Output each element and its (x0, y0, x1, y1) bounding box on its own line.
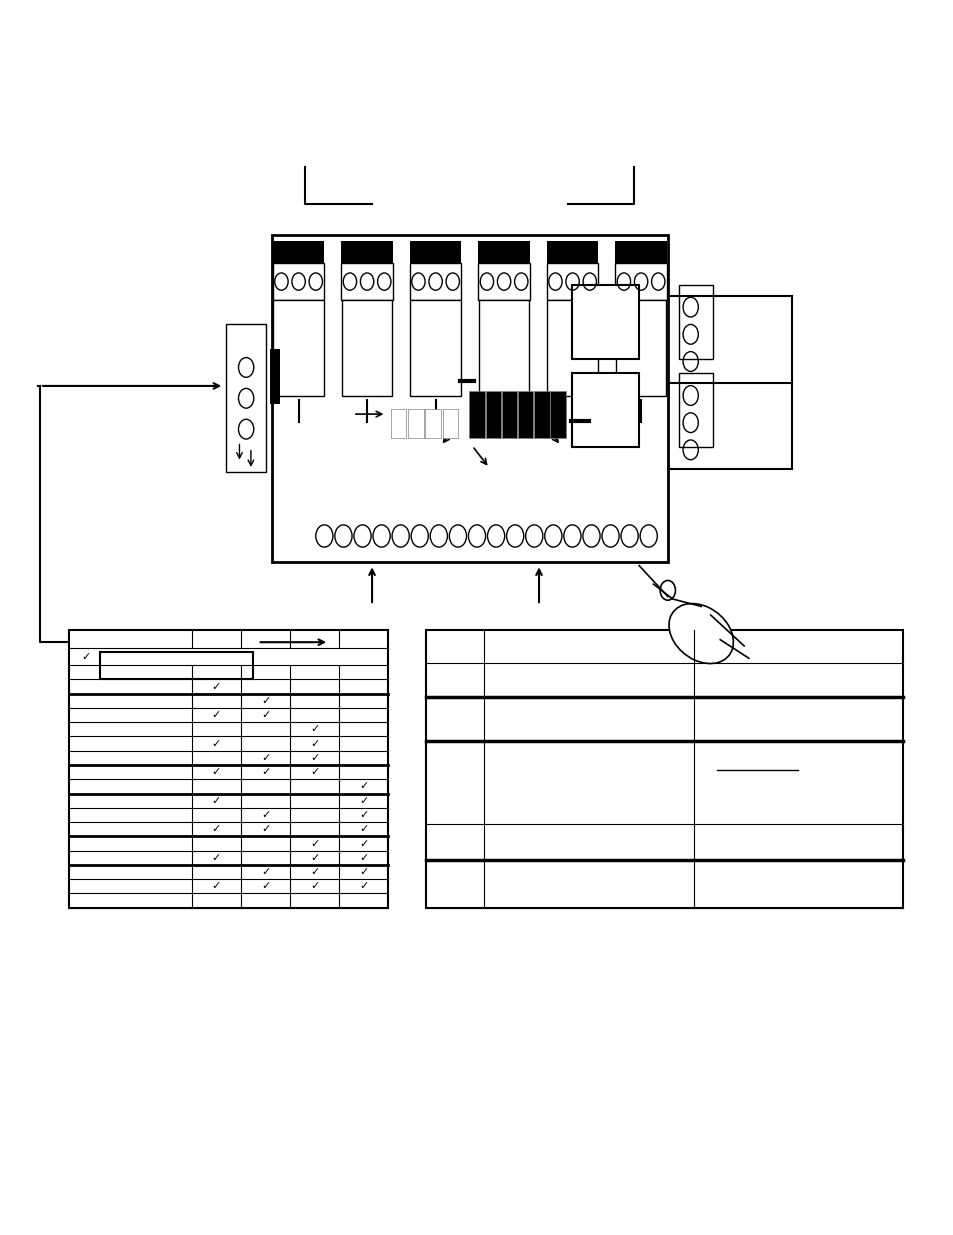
Text: ✓: ✓ (212, 824, 221, 834)
Text: ✓: ✓ (358, 867, 368, 877)
Bar (485, 390, 500, 437)
Bar (425, 410, 440, 437)
Bar (408, 410, 423, 437)
Text: ✓: ✓ (358, 810, 368, 820)
Bar (547, 300, 598, 396)
Text: ✓: ✓ (212, 853, 221, 863)
Text: ✓: ✓ (212, 682, 221, 692)
Bar (679, 373, 712, 447)
Bar (410, 241, 461, 263)
Bar (469, 390, 484, 437)
Bar (391, 410, 406, 437)
Bar (341, 241, 393, 263)
Text: ✓: ✓ (260, 695, 270, 705)
Bar (410, 263, 461, 300)
Text: ✓: ✓ (260, 753, 270, 763)
Bar (615, 241, 666, 263)
Bar (341, 263, 393, 300)
Text: ✓: ✓ (260, 867, 270, 877)
Text: ✓: ✓ (310, 739, 319, 748)
Text: ✓: ✓ (81, 652, 91, 662)
Bar (501, 390, 517, 437)
Text: ✓: ✓ (212, 767, 221, 777)
Bar (679, 285, 712, 359)
Text: ✓: ✓ (358, 839, 368, 848)
Ellipse shape (668, 604, 733, 663)
Bar (477, 241, 529, 263)
Bar (477, 263, 529, 300)
Text: ✓: ✓ (260, 824, 270, 834)
Text: ✓: ✓ (358, 882, 368, 892)
Bar (273, 263, 324, 300)
Text: ✓: ✓ (310, 725, 319, 735)
Bar (270, 348, 279, 405)
Bar (550, 390, 565, 437)
Bar (273, 300, 323, 396)
Bar (273, 241, 324, 263)
Text: ✓: ✓ (358, 795, 368, 805)
Bar (517, 390, 533, 437)
Bar (426, 630, 902, 908)
Text: ✓: ✓ (310, 767, 319, 777)
Text: ✓: ✓ (358, 824, 368, 834)
Bar (546, 263, 598, 300)
Text: ✓: ✓ (310, 853, 319, 863)
Text: ✓: ✓ (212, 795, 221, 805)
Text: ✓: ✓ (212, 882, 221, 892)
Text: ✓: ✓ (212, 739, 221, 748)
Text: ✓: ✓ (310, 839, 319, 848)
Text: ✓: ✓ (212, 710, 221, 720)
Text: ✓: ✓ (310, 753, 319, 763)
Text: ✓: ✓ (260, 710, 270, 720)
Bar (100, 652, 253, 679)
Bar (272, 235, 667, 562)
Bar (572, 285, 639, 359)
Bar (410, 300, 460, 396)
Bar (534, 390, 549, 437)
Bar (616, 300, 665, 396)
Bar (442, 410, 457, 437)
Text: ✓: ✓ (260, 767, 270, 777)
Text: ✓: ✓ (358, 853, 368, 863)
Text: ✓: ✓ (260, 882, 270, 892)
Bar (226, 325, 266, 473)
Bar (341, 300, 392, 396)
Bar (69, 630, 388, 908)
Text: ✓: ✓ (358, 782, 368, 792)
Text: ✓: ✓ (260, 810, 270, 820)
Bar (572, 373, 639, 447)
Text: ✓: ✓ (310, 867, 319, 877)
Bar (615, 263, 666, 300)
Text: ✓: ✓ (310, 882, 319, 892)
Bar (546, 241, 598, 263)
Bar (478, 300, 529, 396)
